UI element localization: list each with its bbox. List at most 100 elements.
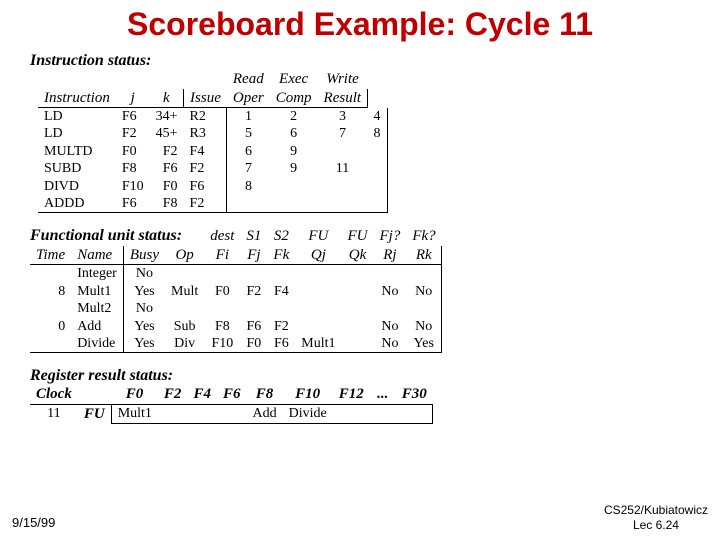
cell: MULTD: [38, 143, 116, 160]
reg-status-table: Clock F0 F2 F4 F6 F8 F10 F12 ... F30 11 …: [30, 385, 433, 424]
cell: [295, 300, 341, 317]
table-row: IntegerNo: [30, 265, 442, 283]
instruction-status-table: Read Exec Write Instruction j k Issue Op…: [38, 70, 388, 213]
reg-header: F30: [396, 385, 433, 404]
cell: F8: [150, 195, 184, 213]
footer-date: 9/15/99: [12, 515, 55, 530]
cell: [368, 195, 388, 213]
cell: F10: [204, 335, 240, 353]
clock-value: 11: [30, 404, 78, 423]
cell: [373, 300, 406, 317]
fu-status-table: dest S1 S2 FU FU Fj? Fk? Time Name Busy …: [30, 227, 442, 353]
cell: [341, 335, 373, 353]
col-qk: Qk: [341, 246, 373, 265]
cell: [240, 300, 267, 317]
table-row: MULTDF0F2F469: [38, 143, 387, 160]
col-busy: Busy: [123, 246, 165, 265]
cell: 11: [318, 160, 368, 177]
col-oper: Oper: [227, 89, 270, 108]
col-exec: Exec: [270, 70, 318, 89]
cell: [165, 265, 204, 283]
cell: F0: [150, 178, 184, 195]
cell: [341, 265, 373, 283]
col-fj: Fj: [240, 246, 267, 265]
cell: [30, 265, 71, 283]
slide-title: Scoreboard Example: Cycle 11: [0, 0, 720, 43]
cell: F2: [267, 318, 295, 335]
cell: No: [373, 283, 406, 300]
col-result: Result: [318, 89, 368, 108]
col-time: Time: [30, 246, 71, 265]
reg-fu-cell: [370, 404, 396, 423]
cell: F4: [267, 283, 295, 300]
cell: 0: [30, 318, 71, 335]
cell: [341, 283, 373, 300]
cell: 8: [30, 283, 71, 300]
cell: No: [123, 265, 165, 283]
table-row: LDF245+R35678: [38, 125, 387, 142]
col-k: k: [150, 89, 184, 108]
table-row: LDF634+R21234: [38, 108, 387, 126]
cell: [165, 300, 204, 317]
cell: LD: [38, 125, 116, 142]
cell: [270, 178, 318, 195]
table-row: ADDDF6F8F2: [38, 195, 387, 213]
cell: 6: [270, 125, 318, 142]
cell: Yes: [123, 318, 165, 335]
reg-fu-cell: [187, 404, 217, 423]
cell: F6: [240, 318, 267, 335]
cell: Sub: [165, 318, 204, 335]
cell: [240, 265, 267, 283]
cell: Mult1: [295, 335, 341, 353]
col-fi: Fi: [204, 246, 240, 265]
table-row: Mult2No: [30, 300, 442, 317]
cell: 34+: [150, 108, 184, 126]
cell: F0: [116, 143, 150, 160]
cell: F8: [204, 318, 240, 335]
slide-content: Instruction status: Read Exec Write Inst…: [30, 52, 442, 424]
cell: [30, 300, 71, 317]
reg-status-label: Register result status:: [30, 367, 442, 385]
cell: F0: [240, 335, 267, 353]
cell: Divide: [71, 335, 123, 353]
cell: 3: [318, 108, 368, 126]
cell: Yes: [406, 335, 441, 353]
cell: [406, 300, 441, 317]
cell: Div: [165, 335, 204, 353]
col-fuj: FU: [295, 227, 341, 246]
cell: [267, 300, 295, 317]
table-row: 8Mult1YesMultF0F2F4NoNo: [30, 283, 442, 300]
reg-fu-cell: Mult1: [111, 404, 158, 423]
cell: 2: [270, 108, 318, 126]
cell: [295, 265, 341, 283]
col-name: Name: [71, 246, 123, 265]
reg-header: F6: [217, 385, 247, 404]
cell: No: [406, 283, 441, 300]
col-rk: Rk: [406, 246, 441, 265]
cell: [368, 143, 388, 160]
cell: [318, 143, 368, 160]
cell: 45+: [150, 125, 184, 142]
cell: 8: [227, 178, 270, 195]
col-instr: Instruction: [38, 89, 116, 108]
cell: F0: [204, 283, 240, 300]
reg-fu-cell: [217, 404, 247, 423]
cell: [341, 300, 373, 317]
reg-fu-cell: Add: [246, 404, 282, 423]
footer-lec: Lec 6.24: [633, 518, 679, 532]
cell: [204, 300, 240, 317]
cell: 9: [270, 160, 318, 177]
table-row: DivideYesDivF10F0F6Mult1NoYes: [30, 335, 442, 353]
cell: No: [373, 318, 406, 335]
cell: 4: [368, 108, 388, 126]
cell: F6: [116, 195, 150, 213]
cell: [318, 178, 368, 195]
cell: [30, 335, 71, 353]
cell: [227, 195, 270, 213]
reg-fu-cell: [333, 404, 370, 423]
cell: 7: [318, 125, 368, 142]
fu-label: FU: [78, 404, 111, 423]
cell: F6: [150, 160, 184, 177]
col-fuk: FU: [341, 227, 373, 246]
cell: F6: [267, 335, 295, 353]
